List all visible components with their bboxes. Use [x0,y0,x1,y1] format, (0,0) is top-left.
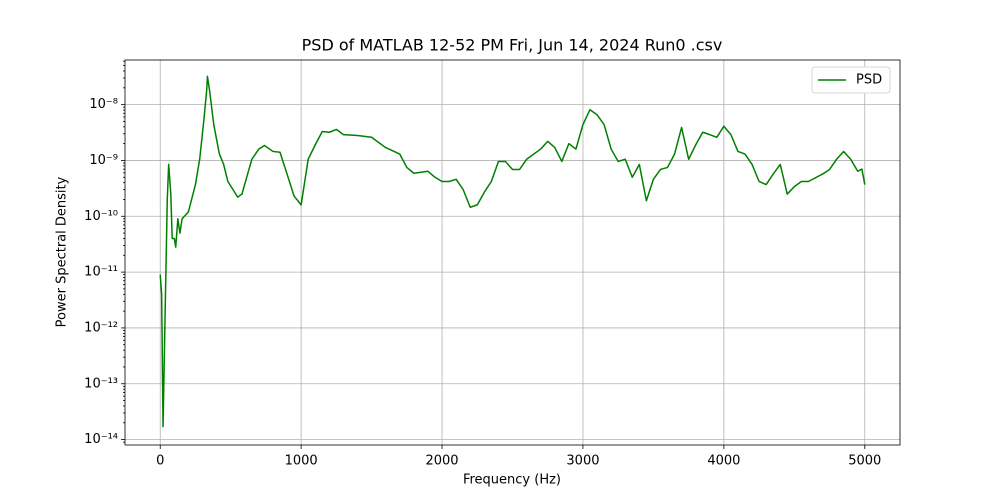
y-tick-label: 10⁻¹⁰ [84,209,118,224]
axes-frame [124,59,901,446]
x-axis-label: Frequency (Hz) [463,473,561,488]
x-tick-label: 4000 [707,454,740,469]
y-tick-label: 10⁻⁹ [89,153,118,168]
y-tick-label: 10⁻¹¹ [84,265,118,280]
x-tick-label: 0 [156,454,164,469]
y-tick-label: 10⁻¹² [84,320,118,335]
legend-box [811,66,891,94]
legend-label: PSD [856,73,882,88]
y-axis-label: Power Spectral Density [55,176,70,327]
x-tick-label: 3000 [566,454,599,469]
x-tick-label: 1000 [285,454,318,469]
x-tick-label: 5000 [848,454,881,469]
y-tick-label: 10⁻⁸ [89,97,118,112]
y-tick-label: 10⁻¹³ [84,376,118,391]
y-tick-label: 10⁻¹⁴ [84,432,118,447]
x-tick-label: 2000 [425,454,458,469]
series-line [159,75,866,428]
chart-title: PSD of MATLAB 12-52 PM Fri, Jun 14, 2024… [302,36,723,55]
